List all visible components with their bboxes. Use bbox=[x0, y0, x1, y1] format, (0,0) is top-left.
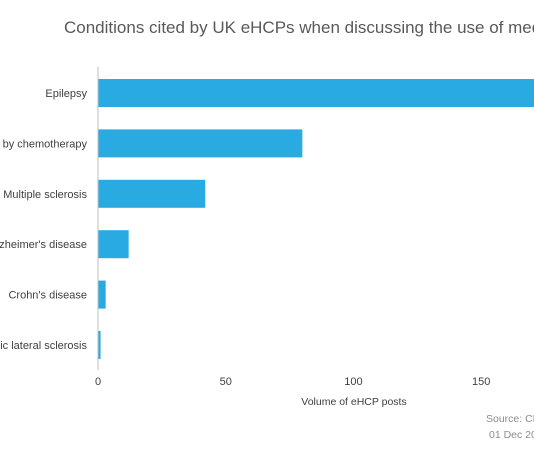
bar bbox=[98, 331, 101, 359]
source-line-2: 01 Dec 20 bbox=[489, 429, 534, 441]
bar bbox=[98, 179, 206, 208]
category-label: Crohn's disease bbox=[8, 290, 87, 302]
category-label: lzheimer's disease bbox=[0, 239, 87, 251]
category-label: d by chemotherapy bbox=[0, 138, 87, 150]
source-line-1: Source: CF bbox=[486, 413, 534, 425]
category-label: Multiple sclerosis bbox=[3, 189, 87, 201]
x-tick-label: 150 bbox=[472, 376, 490, 388]
chart-title: Conditions cited by UK eHCPs when discus… bbox=[64, 18, 534, 37]
category-label: nic lateral sclerosis bbox=[0, 340, 87, 352]
x-tick-label: 0 bbox=[95, 376, 101, 388]
bar bbox=[98, 230, 129, 259]
bar bbox=[98, 280, 106, 309]
x-axis-ticks: 0 50 100 150 bbox=[95, 376, 490, 388]
x-tick-label: 100 bbox=[344, 376, 362, 388]
category-label: Epilepsy bbox=[45, 88, 87, 100]
category-labels: Epilepsy d by chemotherapy Multiple sclero… bbox=[0, 88, 87, 352]
x-axis-title: Volume of eHCP posts bbox=[301, 396, 406, 408]
bar bbox=[98, 79, 534, 107]
bars-group bbox=[98, 79, 534, 359]
bar bbox=[98, 129, 303, 158]
x-tick-label: 50 bbox=[220, 376, 232, 388]
